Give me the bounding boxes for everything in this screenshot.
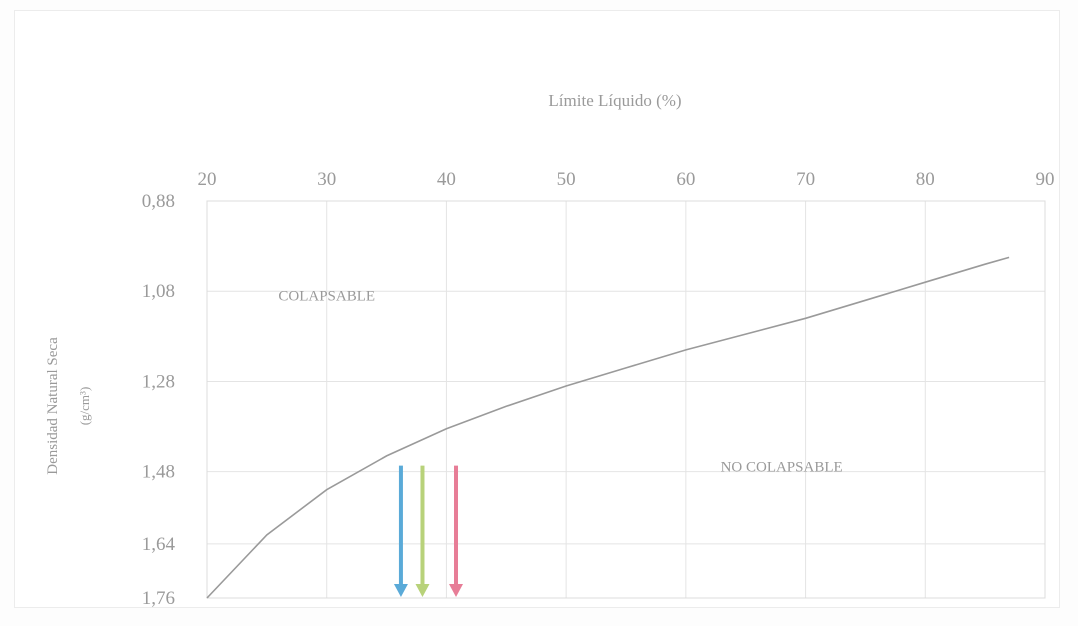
- y-axis-title-group: Densidad Natural Seca (g/cm³): [45, 337, 92, 475]
- y-tick-label: 0,88: [142, 191, 175, 212]
- x-tick-label: 40: [437, 169, 456, 190]
- y-tick-labels: 0,88 1,08 1,28 1,48 1,64 1,76: [142, 191, 176, 607]
- arrow-head-1: [415, 584, 430, 597]
- x-tick-label: 20: [198, 169, 217, 190]
- y-tick-label: 1,28: [142, 371, 175, 392]
- annotations-group: COLAPSABLE NO COLAPSABLE: [278, 288, 842, 475]
- arrow-head-0: [393, 584, 408, 597]
- x-axis-title: Límite Líquido (%): [548, 91, 681, 110]
- chart-frame: Límite Líquido (%) 20 30 40 50 60 70 80 90 0,88…: [14, 10, 1060, 608]
- arrows-group: [393, 465, 464, 597]
- y-tick-label: 1,76: [142, 588, 175, 607]
- x-tick-label: 80: [916, 169, 935, 190]
- y-tick-label: 1,64: [142, 534, 176, 555]
- x-tick-labels: 20 30 40 50 60 70 80 90: [198, 169, 1055, 190]
- x-tick-label: 60: [676, 169, 695, 190]
- arrow-head-2: [449, 584, 464, 597]
- series-group: [206, 256, 1010, 599]
- x-tick-label: 90: [1036, 169, 1055, 190]
- series-line: [206, 256, 1010, 599]
- y-axis-unit: (g/cm³): [77, 387, 92, 426]
- chart: Límite Líquido (%) 20 30 40 50 60 70 80 90 0,88…: [45, 91, 1055, 607]
- x-tick-label: 70: [796, 169, 815, 190]
- region-label: COLAPSABLE: [278, 288, 375, 304]
- x-tick-label: 30: [317, 169, 336, 190]
- grid: [206, 200, 1046, 599]
- x-tick-label: 50: [557, 169, 576, 190]
- y-tick-label: 1,48: [142, 462, 175, 483]
- region-label: NO COLAPSABLE: [721, 460, 843, 476]
- y-axis-title: Densidad Natural Seca: [45, 337, 61, 475]
- plot-area-border: [206, 200, 1046, 599]
- y-tick-label: 1,08: [142, 281, 175, 302]
